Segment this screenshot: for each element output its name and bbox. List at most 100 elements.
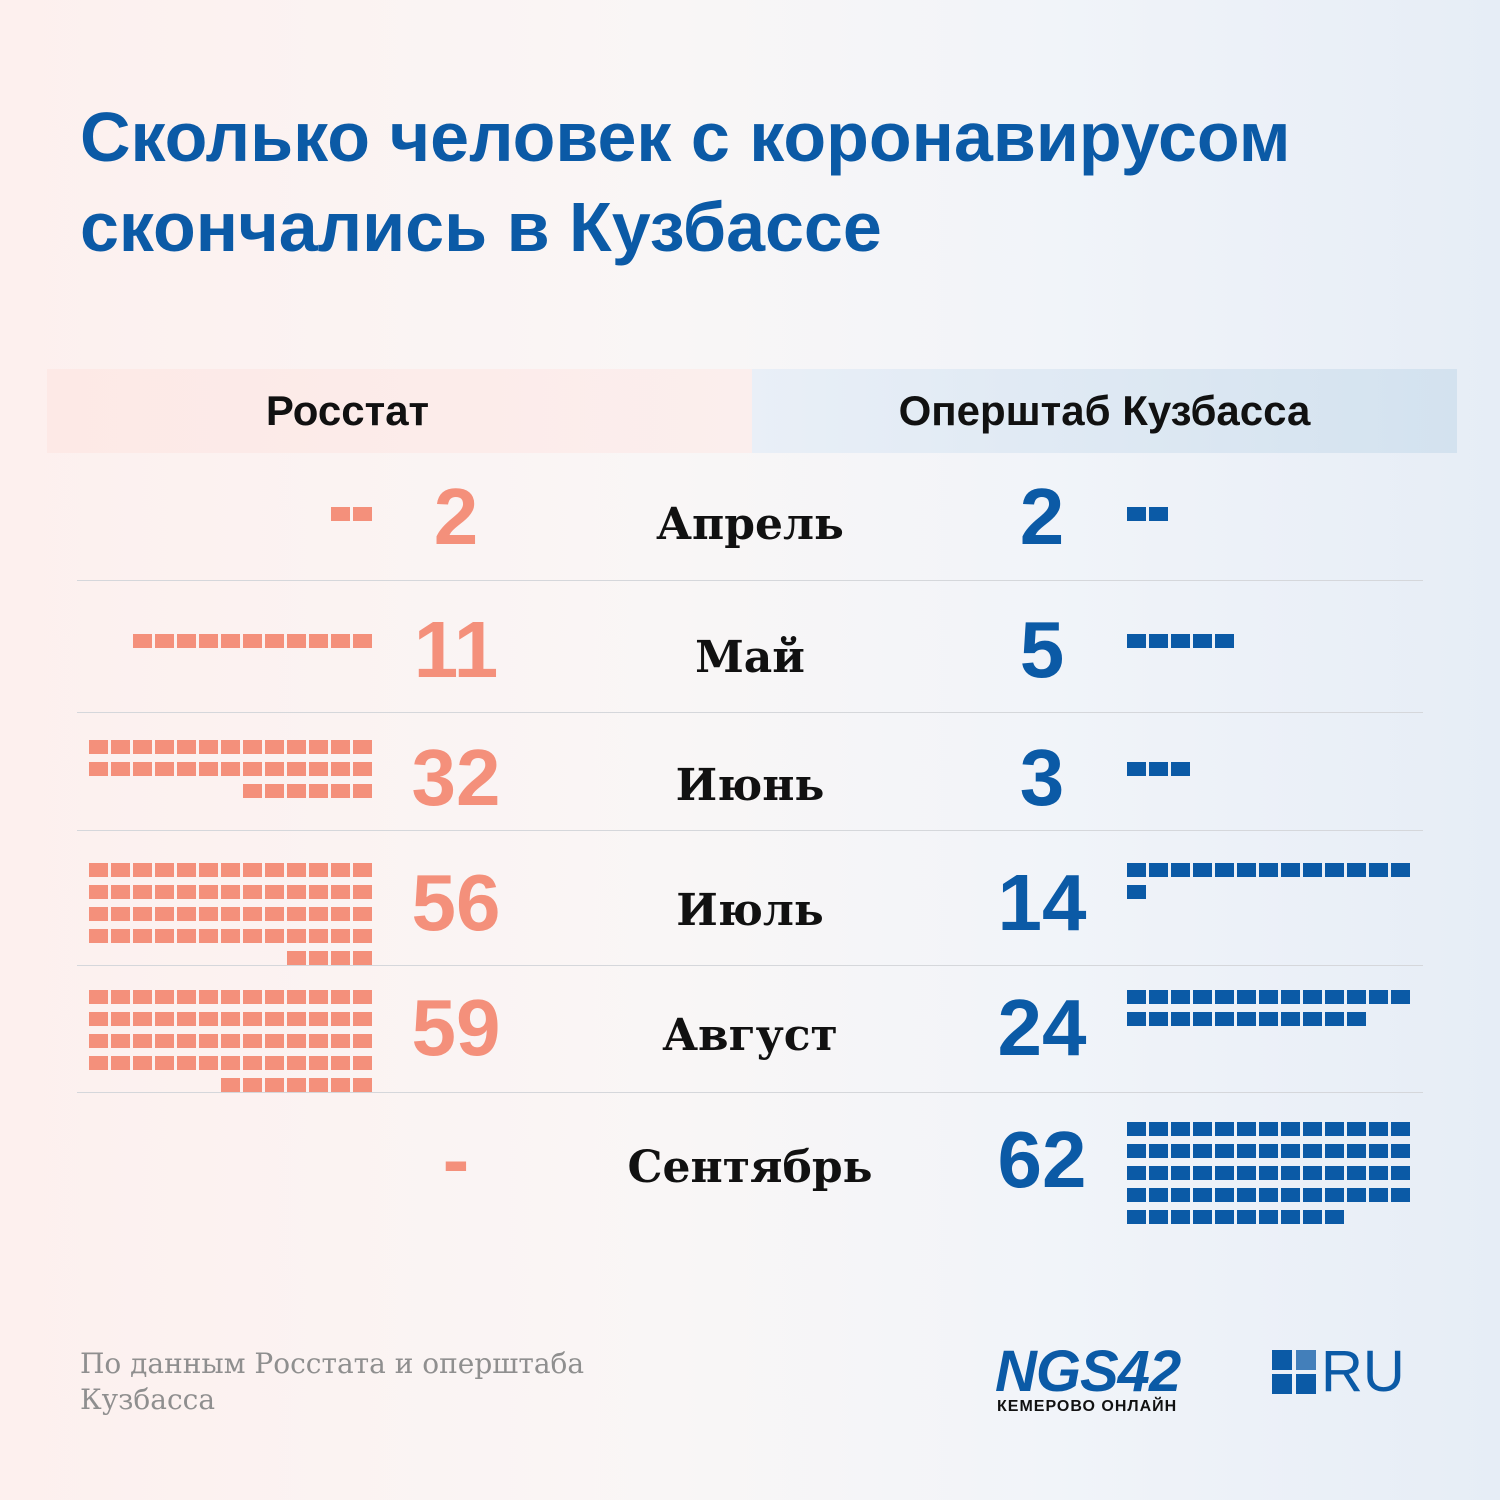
left-unit-square	[287, 863, 306, 877]
left-unit-square	[111, 990, 130, 1004]
left-value-label: 32	[411, 733, 501, 822]
month-label: Сентябрь	[627, 1142, 873, 1193]
left-value-label: 56	[411, 858, 501, 947]
right-unit-square	[1281, 863, 1300, 877]
left-unit-square	[243, 1078, 262, 1092]
right-unit-square	[1215, 634, 1234, 648]
left-unit-square	[111, 1056, 130, 1070]
left-unit-square	[89, 762, 108, 776]
left-unit-square	[155, 990, 174, 1004]
left-unit-square	[331, 762, 350, 776]
right-unit-square	[1303, 1210, 1322, 1224]
left-unit-square	[111, 863, 130, 877]
right-unit-square	[1237, 1144, 1256, 1158]
left-unit-square	[353, 907, 372, 921]
left-unit-square	[133, 907, 152, 921]
month-label: Июнь	[675, 760, 825, 811]
right-unit-square	[1281, 1166, 1300, 1180]
left-unit-square	[155, 740, 174, 754]
left-unit-square	[199, 740, 218, 754]
right-value-label: 3	[1019, 733, 1065, 822]
row-divider	[77, 712, 1423, 713]
left-unit-square	[177, 740, 196, 754]
right-unit-square	[1303, 990, 1322, 1004]
right-unit-square	[1325, 1210, 1344, 1224]
right-unit-square	[1127, 1012, 1146, 1026]
left-unit-square	[89, 1034, 108, 1048]
right-unit-square	[1215, 1144, 1234, 1158]
left-unit-square	[309, 951, 328, 965]
left-unit-square	[331, 784, 350, 798]
left-unit-square	[331, 929, 350, 943]
left-unit-square	[353, 863, 372, 877]
left-unit-square	[265, 1056, 284, 1070]
left-unit-square	[243, 990, 262, 1004]
left-unit-square	[353, 784, 372, 798]
right-unit-square	[1347, 1122, 1366, 1136]
left-unit-square	[111, 762, 130, 776]
left-unit-square	[331, 1056, 350, 1070]
left-unit-square	[111, 740, 130, 754]
month-label: Август	[662, 1010, 838, 1061]
left-unit-square	[309, 885, 328, 899]
left-unit-square	[309, 740, 328, 754]
left-unit-square	[331, 885, 350, 899]
right-unit-square	[1259, 1166, 1278, 1180]
right-unit-square	[1369, 1188, 1388, 1202]
logo-tagline: КЕМЕРОВО ОНЛАЙН	[997, 1398, 1178, 1415]
left-unit-square	[243, 929, 262, 943]
right-unit-square	[1391, 1166, 1410, 1180]
right-unit-square	[1347, 1012, 1366, 1026]
right-unit-square	[1237, 1188, 1256, 1202]
left-unit-square	[155, 1012, 174, 1026]
left-unit-square	[243, 1012, 262, 1026]
left-unit-square	[243, 762, 262, 776]
right-value-label: 2	[1019, 472, 1065, 561]
left-unit-square	[243, 1034, 262, 1048]
left-unit-square	[177, 634, 196, 648]
right-unit-square	[1127, 762, 1146, 776]
ngs42-logo: NGS42 RU КЕМЕРОВО ОНЛАЙН	[995, 1343, 1415, 1418]
right-unit-square	[1259, 990, 1278, 1004]
left-unit-square	[221, 1078, 240, 1092]
left-unit-square	[331, 863, 350, 877]
right-unit-square	[1303, 1166, 1322, 1180]
right-unit-square	[1171, 1166, 1190, 1180]
right-unit-square	[1325, 1188, 1344, 1202]
left-unit-square	[331, 740, 350, 754]
right-unit-square	[1325, 863, 1344, 877]
right-unit-square	[1281, 1144, 1300, 1158]
left-unit-square	[199, 885, 218, 899]
left-unit-square	[89, 740, 108, 754]
right-unit-square	[1149, 634, 1168, 648]
left-unit-square	[265, 907, 284, 921]
left-unit-square	[309, 634, 328, 648]
right-unit-square	[1391, 1188, 1410, 1202]
right-unit-square	[1303, 1122, 1322, 1136]
right-unit-square	[1303, 1012, 1322, 1026]
left-unit-square	[287, 907, 306, 921]
right-unit-square	[1149, 990, 1168, 1004]
left-unit-square	[133, 762, 152, 776]
right-unit-square	[1215, 1166, 1234, 1180]
left-unit-square	[265, 1078, 284, 1092]
left-unit-square	[89, 1056, 108, 1070]
left-unit-square	[353, 885, 372, 899]
left-unit-square	[309, 1056, 328, 1070]
left-unit-square	[199, 990, 218, 1004]
left-unit-square	[221, 634, 240, 648]
left-unit-square	[155, 907, 174, 921]
right-unit-square	[1149, 1166, 1168, 1180]
left-unit-square	[287, 784, 306, 798]
left-unit-square	[133, 929, 152, 943]
right-unit-square	[1391, 1144, 1410, 1158]
left-unit-square	[331, 951, 350, 965]
right-unit-square	[1171, 1188, 1190, 1202]
right-unit-square	[1215, 1188, 1234, 1202]
row-divider	[77, 830, 1423, 831]
right-unit-square	[1369, 1144, 1388, 1158]
left-unit-square	[331, 507, 350, 521]
title-line-1: Сколько человек с коронавирусом	[80, 98, 1291, 176]
right-unit-square	[1149, 762, 1168, 776]
